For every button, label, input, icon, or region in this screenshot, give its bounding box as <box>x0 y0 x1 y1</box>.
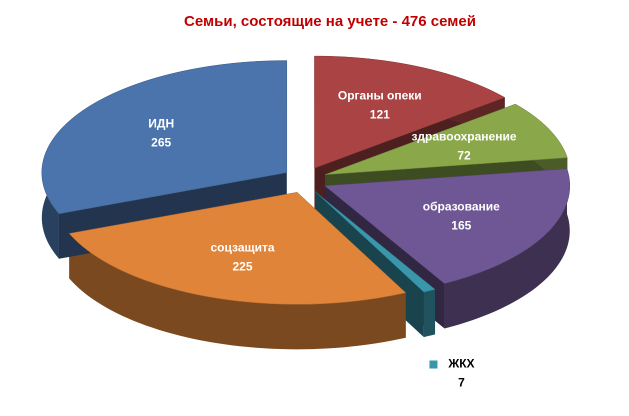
pie-slice <box>315 191 436 293</box>
chart-title: Семьи, состоящие на учете - 476 семей <box>184 13 476 30</box>
pie-slice <box>41 60 288 215</box>
slice-wall <box>423 289 436 338</box>
data-label-value: 265 <box>151 136 171 150</box>
data-label-name: ИДН <box>148 117 174 131</box>
data-label-value: 165 <box>451 218 471 232</box>
data-label-name: здравоохранение <box>411 130 516 144</box>
slice-wall <box>69 233 406 350</box>
data-label-name: ЖКХ <box>447 357 474 371</box>
label-key <box>429 360 438 369</box>
data-label-value: 72 <box>457 149 471 163</box>
data-label-value: 7 <box>458 376 465 390</box>
data-label-name: образование <box>423 199 500 213</box>
data-label-value: 121 <box>370 108 390 122</box>
pie-slice <box>325 103 568 175</box>
data-label-name: соцзащита <box>210 240 274 254</box>
pie-slice <box>68 192 407 305</box>
slice-wall <box>444 168 570 329</box>
pie-slice <box>314 55 506 169</box>
data-label-value: 225 <box>233 259 253 273</box>
pie-slice <box>324 168 571 284</box>
data-label-name: Органы опеки <box>338 89 422 103</box>
